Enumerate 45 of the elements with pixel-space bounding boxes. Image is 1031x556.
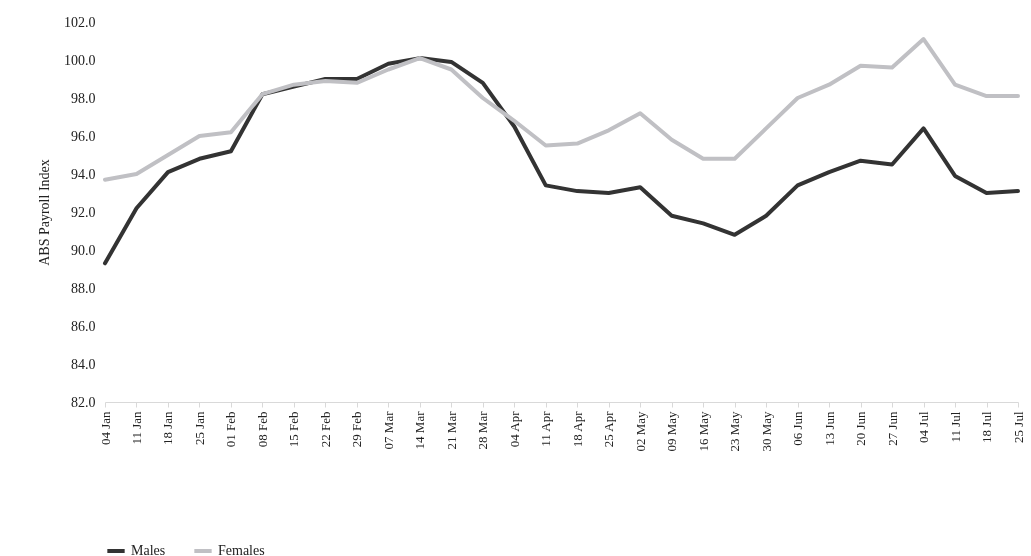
y-tick-label: 90.0 [71,242,96,258]
y-tick-label: 94.0 [71,166,96,182]
legend-label: Males [131,543,166,556]
y-tick-label: 88.0 [71,280,96,296]
x-tick-label: 04 Jan [97,411,113,446]
x-tick-label: 04 Apr [506,410,522,448]
x-tick-label: 27 Jun [884,411,900,446]
y-tick-label: 86.0 [71,318,96,334]
y-tick-label: 84.0 [71,356,96,372]
x-tick-label: 21 Mar [443,410,459,450]
y-tick-label: 96.0 [71,128,96,144]
x-tick-label: 11 Jan [128,411,144,445]
legend-label: Females [218,543,265,556]
y-tick-label: 82.0 [71,394,96,410]
x-tick-label: 11 Jul [947,411,963,443]
x-tick-label: 25 Jul [1010,411,1026,443]
x-tick-label: 18 Apr [569,410,585,448]
x-tick-label: 20 Jun [853,411,869,446]
x-tick-label: 09 May [664,411,680,452]
line-series [103,37,1020,182]
y-tick-label: 98.0 [71,90,96,106]
x-tick-label: 04 Jul [916,411,932,443]
y-axis-title: ABS Payroll Index [37,159,52,266]
x-tick-label: 02 May [632,411,648,452]
x-tick-label: 25 Apr [601,410,617,448]
x-tick-label: 29 Feb [349,411,365,448]
x-tick-label: 11 Apr [538,410,554,447]
y-tick-label: 100.0 [64,52,96,68]
x-tick-label: 16 May [695,411,711,452]
x-tick-label: 28 Mar [475,410,491,450]
y-tick-label: 92.0 [71,204,96,220]
x-tick-label: 06 Jun [790,411,806,446]
x-tick-label: 14 Mar [412,410,428,450]
x-tick-label: 15 Feb [286,411,302,448]
x-tick-label: 18 Jul [979,411,995,443]
x-tick-label: 01 Feb [223,411,239,448]
y-tick-label: 102.0 [64,14,96,30]
x-tick-label: 23 May [727,411,743,452]
x-tick-label: 22 Feb [317,411,333,448]
x-tick-label: 07 Mar [380,410,396,450]
x-tick-label: 30 May [758,411,774,452]
x-tick-label: 13 Jun [821,411,837,446]
x-tick-label: 18 Jan [160,411,176,446]
x-tick-label: 08 Feb [254,411,270,448]
x-tick-label: 25 Jan [191,411,207,446]
